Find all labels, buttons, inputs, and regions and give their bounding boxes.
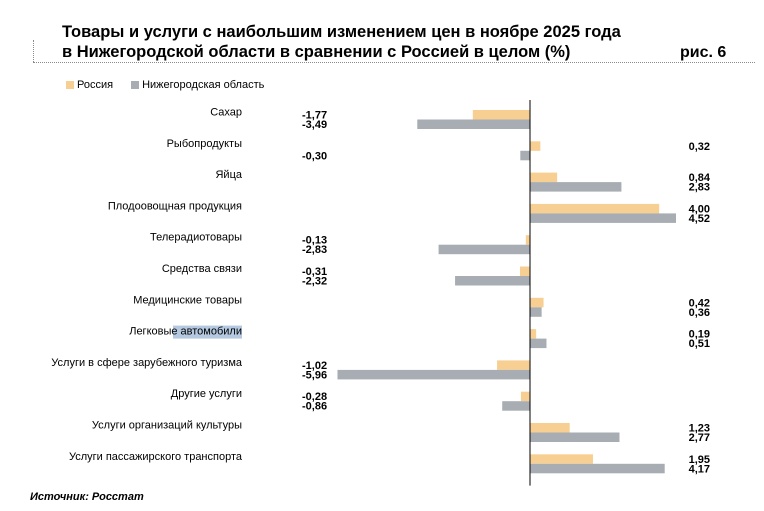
data-label-region: 4,52 [689, 213, 710, 225]
data-label-region: 0,36 [689, 307, 710, 319]
data-label-region: -3,49 [302, 119, 327, 131]
data-label-russia: 0,42 [689, 297, 710, 309]
data-label-russia: -0,31 [302, 266, 327, 278]
data-label-region: 0,51 [689, 338, 710, 350]
bar-region [530, 432, 620, 442]
data-label-russia: -0,28 [302, 391, 327, 403]
category-label: Средства связи [162, 263, 242, 275]
category-label: Медицинские товары [133, 294, 242, 306]
bar-russia [530, 423, 570, 433]
category-label: Легковые автомобили [129, 326, 242, 338]
bar-region [417, 119, 530, 129]
bar-russia [519, 266, 530, 276]
legend-label-region: Нижегородская область [142, 79, 265, 91]
data-label-russia: 4,00 [689, 203, 710, 215]
bar-region [530, 182, 622, 192]
data-label-region: 2,83 [689, 182, 710, 194]
data-label-russia: 1,95 [689, 454, 710, 466]
data-label-russia: 1,23 [689, 423, 710, 435]
bar-russia [530, 203, 660, 214]
bar-region [520, 150, 530, 161]
category-label: Сахар [210, 107, 242, 119]
legend-item-region: Нижегородская область [131, 79, 264, 91]
title-underline [33, 62, 755, 63]
chart-title: Товары и услуги с наибольшим изменением … [62, 22, 672, 62]
data-label-region: -5,96 [302, 369, 327, 381]
category-label: Телерадиотовары [150, 232, 242, 244]
data-label-region: -0,86 [302, 401, 327, 413]
title-frame-corner [33, 40, 34, 62]
bar-region [530, 463, 665, 474]
data-label-russia: -1,77 [302, 110, 327, 122]
category-label: Услуги организаций культуры [92, 420, 242, 432]
legend-swatch-region [131, 81, 140, 89]
legend-label-russia: Россия [77, 79, 114, 91]
legend-swatch-russia [66, 81, 74, 89]
category-label: Рыбопродукты [167, 138, 243, 150]
bar-region [455, 276, 530, 286]
bar-russia [520, 391, 530, 402]
text-selection-highlight [173, 325, 242, 339]
data-label-region: 2,77 [689, 432, 710, 444]
bar-region [438, 244, 530, 255]
category-label: Другие услуги [171, 388, 242, 400]
bar-russia [530, 454, 593, 464]
bar-russia [530, 329, 537, 339]
category-label: Яйца [215, 169, 242, 181]
bar-russia [497, 360, 530, 370]
category-label: Плодоовощная продукция [108, 200, 242, 212]
legend-item-russia: Россия [66, 79, 113, 91]
chart-title-line-2: в Нижегородской области в сравнении с Ро… [62, 43, 571, 61]
bar-region [530, 338, 547, 349]
category-label: Услуги в сфере зарубежного туризма [51, 357, 243, 369]
bar-region [530, 213, 676, 223]
bar-region [337, 369, 530, 380]
bar-russia [530, 297, 544, 308]
data-label-russia: -0,13 [302, 235, 327, 247]
bar-russia [472, 110, 530, 120]
data-label-russia: 0,19 [689, 329, 710, 341]
chart-legend: Россия Нижегородская область [66, 79, 282, 91]
data-label-russia: 0,84 [689, 172, 711, 184]
data-label-region: -2,32 [302, 276, 327, 288]
source-note: Источник: Росстат [30, 491, 144, 503]
bar-russia [530, 141, 541, 151]
figure-label: рис. 6 [680, 44, 727, 61]
bar-russia [530, 172, 558, 183]
chart-title-line-1: Товары и услуги с наибольшим изменением … [62, 23, 621, 41]
category-label: Услуги пассажирского транспорта [69, 451, 243, 463]
bar-region [530, 307, 542, 317]
bar-russia [525, 235, 530, 245]
data-label-region: -0,30 [302, 150, 327, 162]
bar-region [502, 401, 530, 411]
data-label-russia: -1,02 [302, 360, 327, 372]
data-label-region: -2,83 [302, 244, 327, 256]
data-label-russia: 0,32 [689, 141, 710, 153]
data-label-region: 4,17 [689, 463, 710, 475]
